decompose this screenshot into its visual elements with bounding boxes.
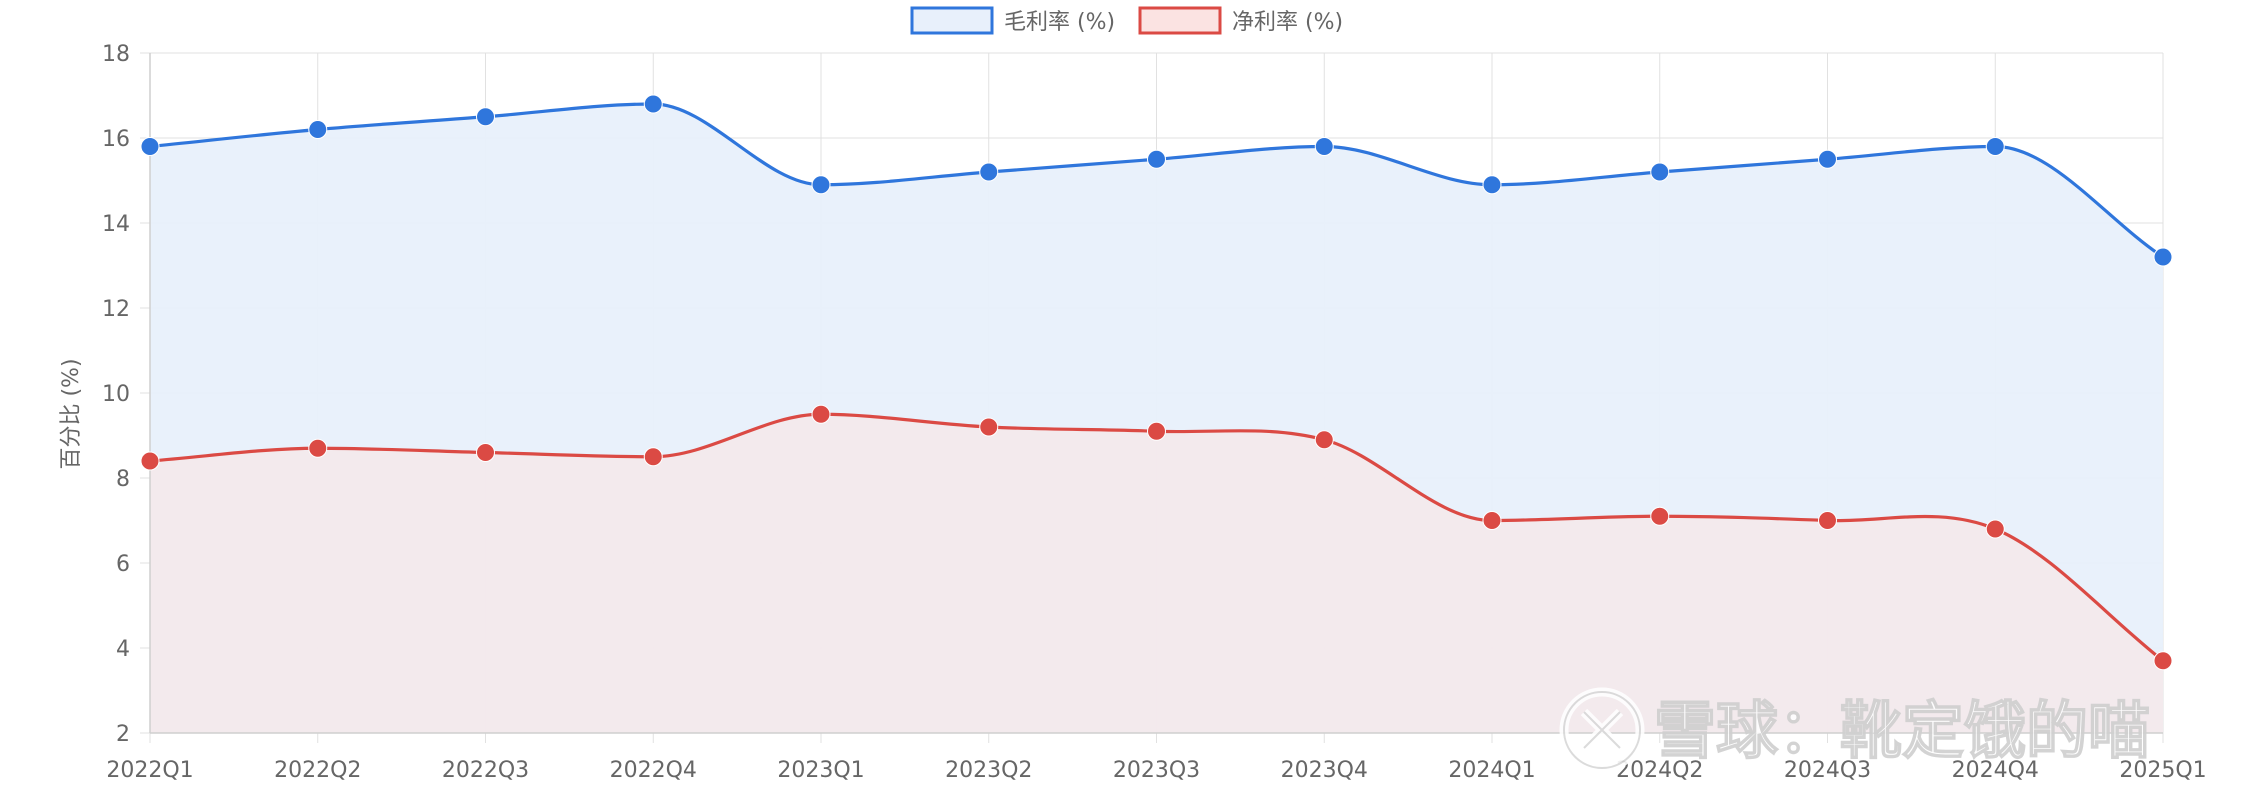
watermark-text: 雪球：靴定饿的喵	[1654, 694, 2150, 767]
legend-swatch-2	[1138, 6, 1222, 35]
data-point-series-1	[1818, 149, 1837, 169]
x-tick-label: 2025Q1	[2119, 758, 2206, 783]
y-tick-label: 18	[102, 42, 130, 67]
legend: 毛利率 (%) 净利率 (%)	[910, 6, 1343, 35]
x-tick-label: 2024Q4	[1952, 758, 2039, 783]
x-tick-label: 2023Q3	[1113, 758, 1200, 783]
data-point-series-2	[1985, 519, 2005, 539]
data-point-series-2	[2153, 651, 2173, 671]
data-point-series-1	[1314, 137, 1334, 156]
x-tick-label: 2024Q1	[1448, 758, 1535, 783]
y-tick-label: 14	[102, 212, 130, 237]
data-point-series-1	[1482, 175, 1502, 195]
data-point-series-1	[140, 137, 160, 156]
x-tick-label: 2024Q3	[1784, 758, 1871, 783]
y-tick-label: 6	[116, 552, 130, 577]
data-point-series-2	[1650, 506, 1670, 526]
data-point-series-1	[811, 175, 831, 195]
data-point-series-1	[1650, 162, 1670, 182]
y-tick-label: 8	[116, 467, 130, 492]
x-tick-label: 2023Q1	[777, 758, 864, 783]
series-points	[140, 94, 2173, 671]
x-tick-label: 2022Q4	[610, 758, 697, 783]
y-tick-label: 16	[102, 127, 130, 152]
data-point-series-2	[811, 404, 831, 424]
data-point-series-2	[643, 447, 663, 467]
data-point-series-1	[476, 107, 495, 127]
data-point-series-1	[1147, 149, 1166, 169]
data-point-series-2	[1482, 511, 1502, 530]
series-area-2	[150, 414, 2163, 733]
data-point-series-2	[1147, 421, 1166, 441]
x-tick-label: 2023Q2	[945, 758, 1032, 783]
data-point-series-2	[1314, 430, 1334, 450]
data-point-series-1	[2153, 247, 2173, 267]
x-tick-label: 2022Q3	[442, 758, 529, 783]
y-tick-label: 2	[116, 722, 130, 747]
data-point-series-1	[643, 94, 663, 114]
tick-labels: 2 4 6 8 10 12 14 16 18 2022Q1 2022Q2 2022Q3 2022Q4 20…	[102, 42, 2207, 783]
data-point-series-2	[1818, 511, 1837, 530]
data-point-series-2	[140, 451, 160, 471]
y-tick-label: 12	[102, 297, 130, 322]
legend-label-2: 净利率 (%)	[1232, 10, 1343, 35]
legend-label-1: 毛利率 (%)	[1004, 10, 1115, 35]
data-point-series-2	[308, 438, 328, 458]
y-tick-label: 10	[102, 382, 130, 407]
x-tick-label: 2022Q1	[106, 758, 193, 783]
data-point-series-1	[979, 162, 999, 182]
x-tick-label: 2024Q2	[1616, 758, 1703, 783]
data-point-series-2	[476, 443, 495, 462]
axes	[149, 53, 2163, 734]
data-point-series-2	[979, 417, 999, 437]
y-axis-label: 百分比 (%)	[59, 358, 84, 469]
data-point-series-1	[308, 120, 328, 139]
watermark-logo-icon	[1559, 687, 1645, 773]
x-tick-label: 2023Q4	[1281, 758, 1368, 783]
legend-swatch-1	[910, 6, 994, 35]
watermark: 雪球：靴定饿的喵	[1559, 687, 2151, 773]
x-tick-label: 2022Q2	[274, 758, 361, 783]
data-point-series-1	[1985, 137, 2005, 156]
y-tick-label: 4	[116, 637, 130, 662]
series-areas	[150, 104, 2163, 733]
